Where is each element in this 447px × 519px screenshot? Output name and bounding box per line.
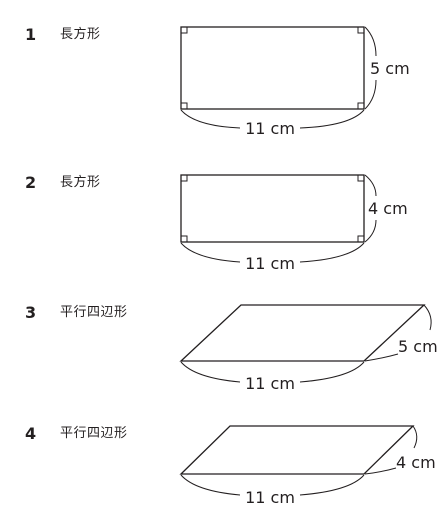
right-angle-mark <box>357 175 364 182</box>
side-brace-top <box>423 304 432 331</box>
right-angle-mark <box>181 102 188 109</box>
shape-name: 長方形 <box>60 175 101 190</box>
base-brace-right <box>299 242 365 263</box>
side-brace-top <box>364 174 377 197</box>
shape-name: 平行四辺形 <box>60 426 128 441</box>
base-brace-left <box>180 361 241 383</box>
side-brace-bottom <box>364 79 377 110</box>
side-label: 5 cm <box>370 59 410 78</box>
base-brace-left <box>180 242 241 263</box>
right-angle-mark <box>181 235 188 242</box>
right-angle-mark <box>357 27 364 34</box>
right-angle-mark <box>181 175 188 182</box>
shape-name: 平行四辺形 <box>60 305 128 320</box>
problem-number: 1 <box>25 25 37 44</box>
side-label: 5 cm <box>398 337 438 356</box>
base-label: 11 cm <box>245 374 295 393</box>
base-brace-right <box>299 109 365 129</box>
problem-number: 4 <box>25 424 37 443</box>
side-brace-bottom <box>364 219 377 243</box>
parallelogram-shape <box>179 425 415 475</box>
problem-number: 3 <box>25 303 37 322</box>
rectangle-shape <box>180 26 365 110</box>
base-label: 11 cm <box>245 488 295 507</box>
side-brace-top <box>364 26 377 57</box>
base-brace-right <box>299 474 365 496</box>
base-brace-right <box>299 361 365 383</box>
problem-number: 2 <box>25 173 37 192</box>
base-brace-left <box>180 474 241 496</box>
side-brace-bottom <box>364 467 397 475</box>
rectangle-shape <box>180 174 365 243</box>
right-angle-mark <box>357 235 364 242</box>
side-brace-bottom <box>364 353 399 362</box>
side-label: 4 cm <box>368 199 408 218</box>
shape-name: 長方形 <box>60 27 101 42</box>
base-label: 11 cm <box>245 254 295 273</box>
base-label: 11 cm <box>245 119 295 138</box>
right-angle-mark <box>357 102 364 109</box>
side-brace-top <box>412 425 418 449</box>
base-brace-left <box>180 109 241 129</box>
right-angle-mark <box>181 27 188 34</box>
side-label: 4 cm <box>396 453 436 472</box>
